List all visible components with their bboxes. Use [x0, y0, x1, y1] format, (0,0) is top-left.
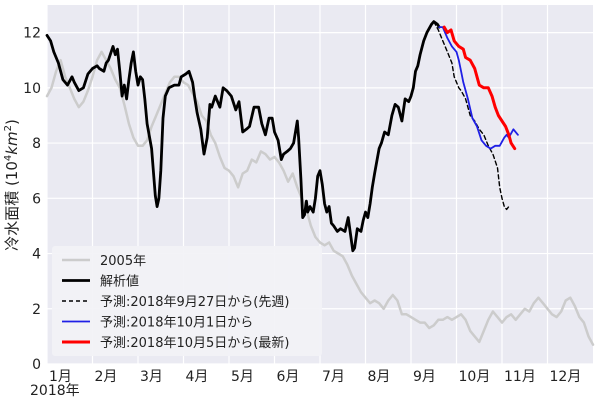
x-tick-label: 2月	[95, 369, 118, 385]
x-tick-label: 6月	[277, 369, 300, 385]
y-tick-label: 6	[32, 191, 41, 207]
y-tick-label: 0	[32, 357, 41, 373]
y-tick-label: 12	[23, 26, 41, 42]
y-tick-label: 4	[32, 247, 41, 263]
gridlines	[46, 5, 593, 365]
legend-label: 解析値	[100, 274, 139, 290]
x-tick-label: 11月	[504, 369, 536, 385]
series-line-1	[45, 20, 441, 253]
legend-label: 予測:2018年10月1日から	[100, 316, 253, 331]
legend-label: 予測:2018年9月27日から(先週)	[100, 295, 289, 310]
series-line-4	[442, 25, 517, 151]
x-tick-label: 1月	[49, 369, 72, 385]
x-tick-label: 7月	[322, 369, 345, 385]
x-tick-label: 9月	[413, 369, 436, 385]
legend-label: 2005年	[100, 254, 146, 269]
x-tick-label: 4月	[186, 369, 209, 385]
series-line-0	[45, 50, 595, 346]
x-tick-label: 10月	[459, 369, 491, 385]
series-line-3	[438, 26, 519, 150]
x-tick-label: 8月	[368, 369, 391, 385]
y-tick-label: 8	[32, 136, 41, 152]
legend-label: 予測:2018年10月5日から(最新)	[100, 335, 289, 351]
y-tick-label: 10	[23, 81, 41, 97]
legend-box	[52, 246, 322, 356]
y-tick-labels: 0 2 4 6 8 10 12	[23, 26, 41, 373]
year-label: 2018年	[30, 383, 80, 399]
x-tick-labels: 1月 2月 3月 4月 5月 6月 7月 8月 9月 10月 11月 12月	[49, 369, 581, 385]
x-tick-label: 5月	[231, 369, 254, 385]
y-tick-label: 2	[32, 302, 41, 318]
x-tick-label: 3月	[140, 369, 163, 385]
y-axis-label: 冷水面積 (104km2)	[3, 119, 21, 251]
series-lines	[45, 20, 595, 346]
x-tick-label: 12月	[550, 369, 582, 385]
